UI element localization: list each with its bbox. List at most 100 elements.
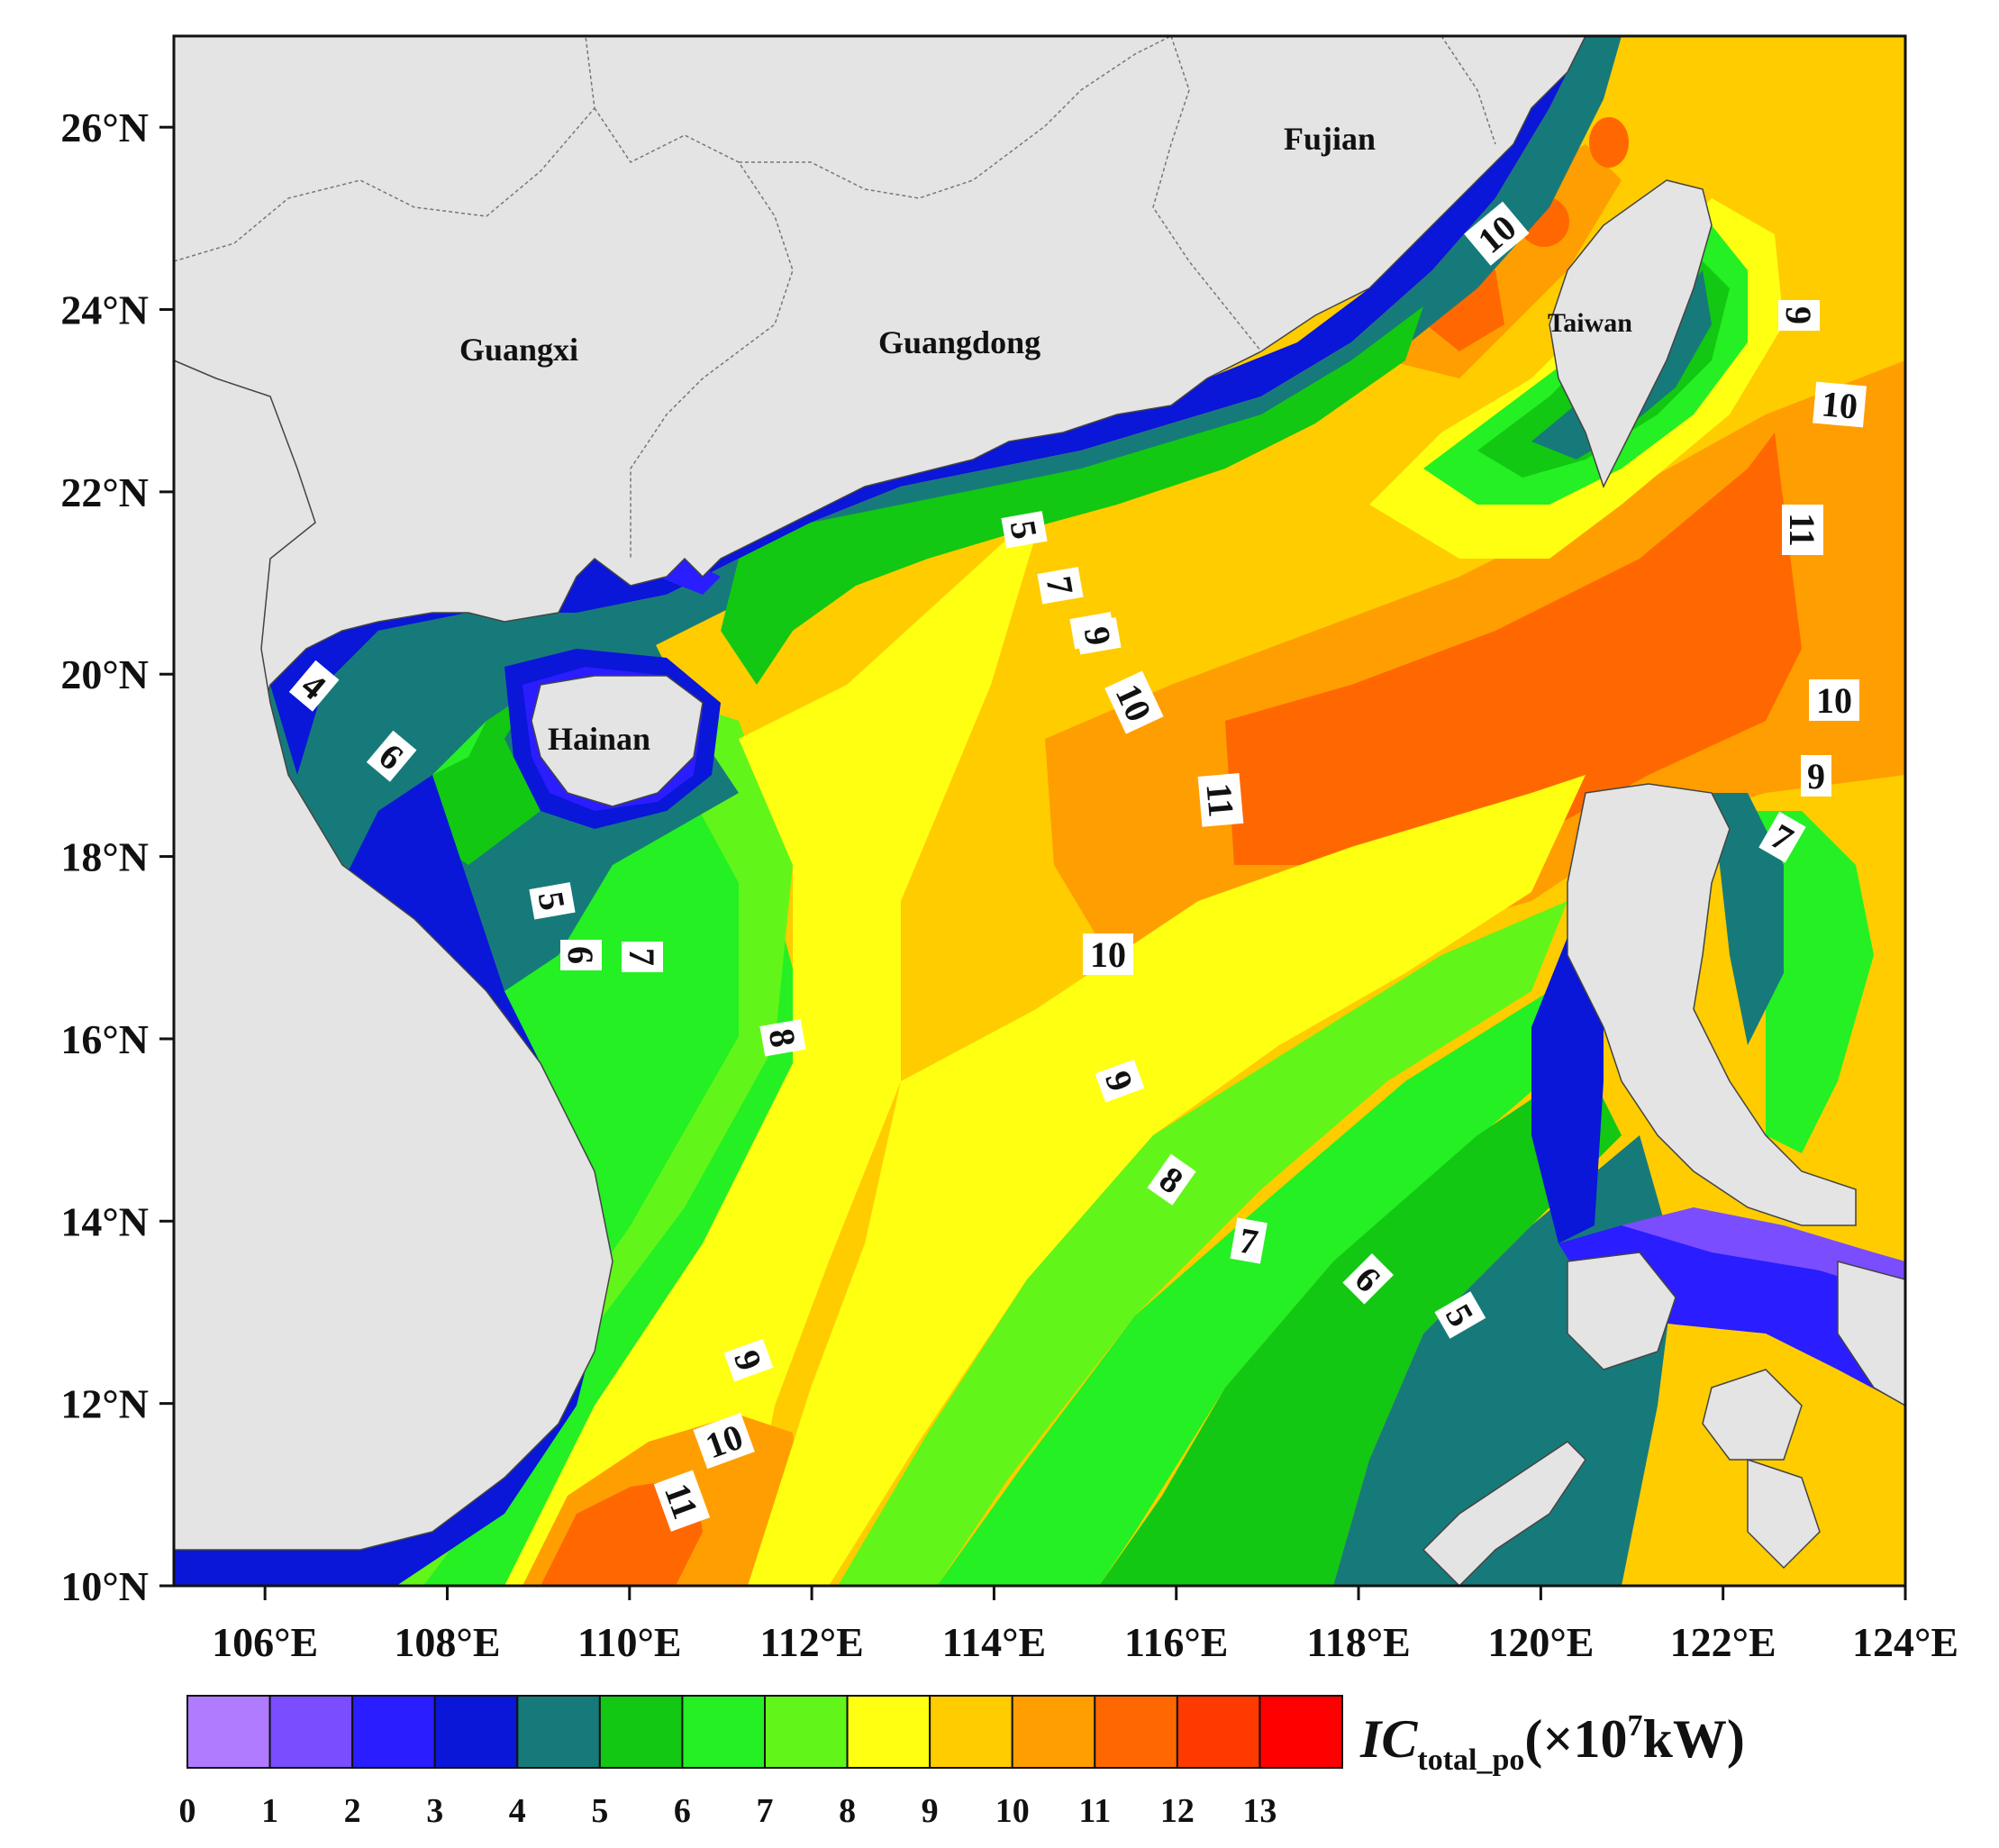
- y-tick-label: 24°N: [60, 287, 149, 333]
- colorbar-swatch: [433, 1695, 519, 1769]
- contour-label-bg: [1434, 1291, 1486, 1339]
- colorbar-swatch: [1258, 1695, 1344, 1769]
- band-darkgreen-coast: [721, 306, 1423, 685]
- colorbar-tick-label: 9: [922, 1792, 939, 1830]
- colorbar-tick-label: 1: [261, 1792, 278, 1830]
- band-red-strait-3: [1589, 117, 1629, 168]
- colorbar-swatch: [516, 1695, 601, 1769]
- contour-label-text: 11: [1198, 781, 1241, 819]
- colorbar-title-exp: 7: [1628, 1709, 1643, 1743]
- band-blue-coast: [270, 36, 1586, 775]
- colorbar-swatch: [929, 1695, 1013, 1769]
- y-tick-label: 20°N: [60, 651, 149, 697]
- contour-label: 4: [288, 660, 340, 712]
- contour-label: 11: [1197, 773, 1244, 827]
- contour-label: 5: [529, 882, 576, 920]
- colorbar-title-end: kW): [1643, 1709, 1745, 1769]
- y-tick-label: 26°N: [60, 105, 149, 150]
- region-label-taiwan: Taiwan: [1548, 308, 1632, 338]
- plot-frame: [172, 34, 1907, 1588]
- colorbar-swatch: [1011, 1695, 1096, 1769]
- contour-label-bg: [1037, 567, 1084, 605]
- x-tick-label: 110°E: [577, 1619, 682, 1665]
- colorbar-swatch: [1176, 1695, 1261, 1769]
- contour-label-text: 10: [1816, 680, 1852, 721]
- x-tick-label: 108°E: [394, 1619, 500, 1665]
- contour-label-text: 10: [1090, 934, 1126, 975]
- contour-label-bg: [653, 1470, 711, 1532]
- x-tick-label: 120°E: [1487, 1619, 1594, 1665]
- land-taiwan: [1549, 179, 1713, 488]
- contour-label-bg: [1464, 201, 1530, 266]
- contour-label: 9: [723, 1338, 774, 1382]
- colorbar-swatch: [764, 1695, 849, 1769]
- colorbar-tick-label: 11: [1078, 1792, 1111, 1830]
- land-hainan: [531, 675, 704, 807]
- land-panay: [1702, 1369, 1803, 1461]
- contour-label-text: 6: [560, 946, 601, 964]
- contour-label-bg: [1147, 1153, 1196, 1206]
- band-darkgreen-se: [1099, 1063, 1622, 1586]
- region-label-guangxi: Guangxi: [459, 332, 578, 368]
- contour-label-text: 9: [1778, 306, 1819, 324]
- contour-label: 10: [1083, 933, 1133, 975]
- contour-label-bg: [1758, 811, 1806, 863]
- region-label-guangdong: Guangdong: [878, 324, 1040, 360]
- colorbar-tick-label: 12: [1160, 1792, 1195, 1830]
- land-palawan: [1422, 1441, 1586, 1586]
- region-label-hainan: Hainan: [548, 721, 650, 757]
- band-violet-ph: [1622, 1207, 1905, 1297]
- colorbar-title-unit: (×10: [1524, 1709, 1627, 1769]
- colorbar-tick-label: 7: [757, 1792, 774, 1830]
- contour-label-bg: [1809, 679, 1859, 721]
- colorbar-tick-label: 2: [344, 1792, 361, 1830]
- contour-label-bg: [1778, 300, 1820, 331]
- contour-label-bg: [1001, 511, 1048, 549]
- contour-label: 10: [1809, 679, 1859, 721]
- contour-label: 7: [1230, 1217, 1268, 1264]
- x-tick-label: 122°E: [1670, 1619, 1776, 1665]
- contour-label-text: 9: [1807, 756, 1825, 797]
- contour-label: 6: [560, 940, 602, 970]
- colorbar-tick-label: 13: [1242, 1792, 1277, 1830]
- land-east-islands: [1837, 1261, 1905, 1406]
- contour-label: 9: [1801, 755, 1831, 797]
- x-tick-label: 124°E: [1852, 1619, 1958, 1665]
- contour-label: 8: [759, 1019, 806, 1057]
- band-yellow-west: [504, 505, 1045, 1586]
- contour-label: 7: [622, 942, 663, 972]
- x-tick-label: 112°E: [759, 1619, 864, 1665]
- colorbar-swatch: [268, 1695, 354, 1769]
- land-mindoro: [1567, 1252, 1676, 1370]
- x-tick-labels: 106°E 108°E 110°E 112°E 114°E 116°E 118°E 120°E…: [212, 1619, 1958, 1665]
- band-teal-ph-east: [1712, 793, 1784, 1045]
- contour-label-text: 10: [1820, 383, 1859, 426]
- contour-label-bg: [1230, 1217, 1268, 1264]
- land-indochina: [174, 360, 613, 1551]
- x-tick-label: 114°E: [942, 1619, 1047, 1665]
- contour-label-bg: [529, 882, 576, 920]
- y-tick-labels: 10°N 12°N 14°N 16°N 18°N 20°N 22°N 24°N 26°N: [60, 105, 149, 1609]
- region-labels: Guangxi Guangdong Fujian Hainan Taiwan: [459, 121, 1632, 757]
- region-label-fujian: Fujian: [1284, 121, 1376, 157]
- contour-label-bg: [1813, 381, 1867, 428]
- contour-label-bg: [560, 940, 602, 970]
- contour-label-bg: [366, 730, 417, 782]
- x-tick-label: 118°E: [1306, 1619, 1411, 1665]
- land-negros: [1747, 1458, 1821, 1570]
- land-luzon: [1567, 783, 1857, 1226]
- contour-label-bg: [1782, 505, 1823, 555]
- band-lightgreen-west: [378, 685, 793, 1586]
- contour-label: 9: [1075, 617, 1122, 655]
- colorbar-tick-label: 0: [179, 1792, 196, 1830]
- colorbar-title: ICtotal_po(×107kW): [1359, 1709, 1745, 1777]
- y-tick-label: 18°N: [60, 834, 149, 880]
- contour-label: 11: [1782, 505, 1823, 555]
- contour-label-text: 7: [622, 948, 662, 966]
- contour-label-bg: [693, 1412, 755, 1470]
- band-lightgreen-se: [838, 901, 1567, 1586]
- colorbar-tick-label: 5: [591, 1792, 608, 1830]
- contour-label-bg: [1095, 1059, 1145, 1103]
- y-tick-label: 16°N: [60, 1016, 149, 1062]
